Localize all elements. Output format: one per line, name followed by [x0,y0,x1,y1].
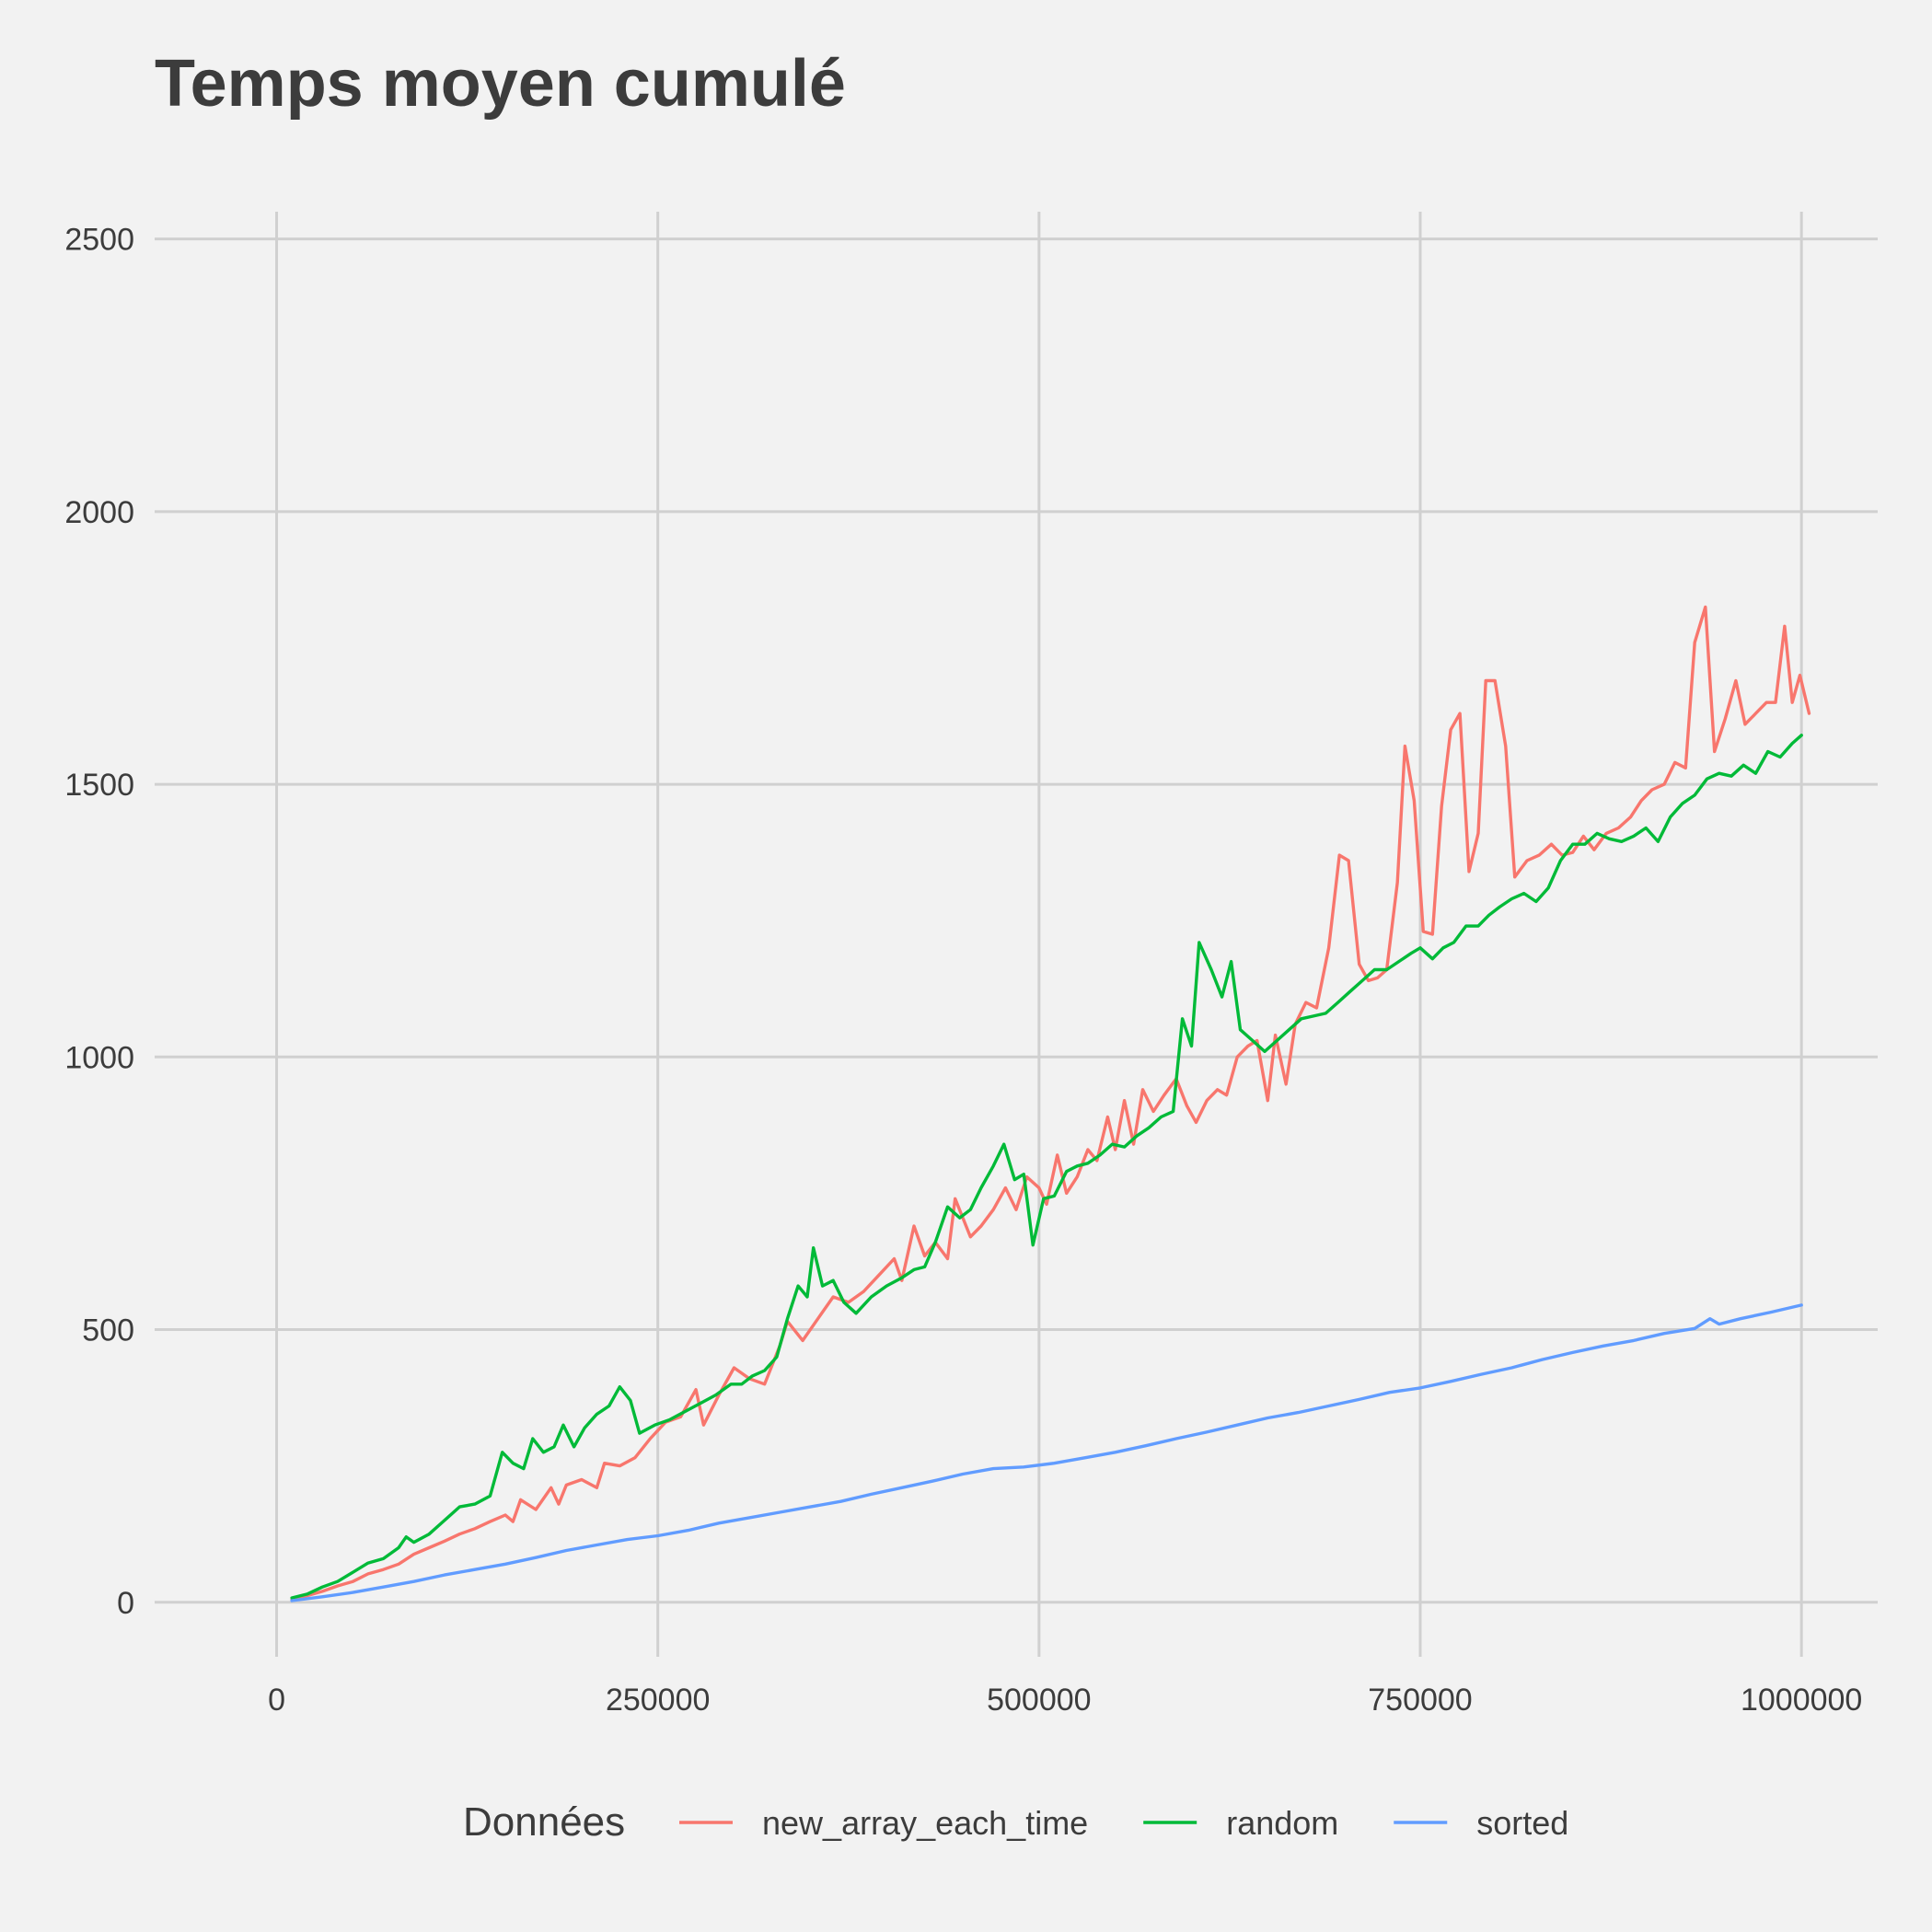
x-tick-label: 500000 [987,1683,1091,1718]
series-line-new-array-each-time [290,605,1811,1602]
y-tick-label: 500 [82,1313,134,1348]
chart-title: Temps moyen cumulé [155,47,846,121]
series-line-sorted [290,1303,1803,1602]
legend-label: sorted [1476,1804,1568,1842]
legend-title: Données [463,1799,625,1845]
y-tick-label: 0 [117,1586,134,1621]
y-tick-label: 2000 [64,495,134,530]
y-tick-label: 1000 [64,1040,134,1075]
axis-labels: 0 500 1000 1500 2000 2500 0 250000 500000 750000 1… [64,223,1862,1718]
series-line-random [290,734,1803,1600]
legend-label: random [1226,1804,1338,1842]
grid [155,212,1878,1657]
x-tick-label: 1000000 [1741,1683,1862,1718]
x-tick-label: 750000 [1368,1683,1472,1718]
series-lines [290,605,1811,1602]
x-tick-label: 250000 [606,1683,710,1718]
legend: Données new_array_each_time random sorted [463,1799,1568,1845]
y-tick-label: 1500 [64,768,134,803]
x-tick-label: 0 [268,1683,285,1718]
y-tick-label: 2500 [64,223,134,258]
legend-label: new_array_each_time [762,1804,1088,1842]
